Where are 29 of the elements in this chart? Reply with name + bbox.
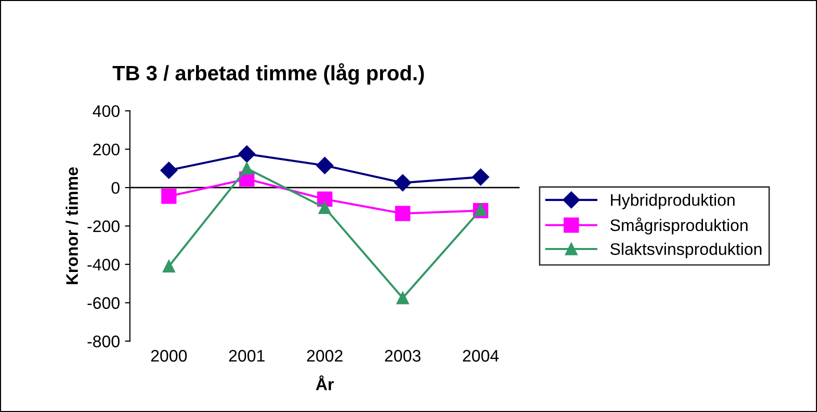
legend-label: Smågrisproduktion <box>610 218 748 234</box>
y-tick-label: 400 <box>92 105 120 118</box>
y-tick-label: -800 <box>88 336 120 348</box>
chart-title: TB 3 / arbetad timme (låg prod.) <box>112 63 424 85</box>
point <box>316 156 334 174</box>
legend-label: Slaktsvinsproduktion <box>610 242 762 258</box>
y-tick-label: 0 <box>112 182 120 194</box>
y-tick-label: 200 <box>93 144 120 156</box>
point <box>318 202 332 214</box>
x-tick-label: 2000 <box>151 350 187 362</box>
x-axis-title: År <box>316 375 334 390</box>
point <box>396 292 409 304</box>
point <box>472 168 490 186</box>
legend-label: Hybridproduktion <box>611 194 735 210</box>
y-tick-label: -400 <box>88 258 120 271</box>
x-tick-label: 2002 <box>307 350 342 362</box>
y-axis-title: Kronor / timme <box>66 167 78 284</box>
point <box>160 162 178 179</box>
point <box>395 206 410 222</box>
x-tick-label: 2003 <box>385 350 421 362</box>
y-tick-label: -600 <box>88 297 120 309</box>
point <box>238 145 256 163</box>
x-tick-label: 2004 <box>462 350 499 362</box>
y-tick-label: -200 <box>88 220 120 232</box>
point <box>394 174 412 192</box>
point <box>162 260 176 273</box>
point <box>161 188 177 204</box>
x-tick-label: 2001 <box>229 350 265 362</box>
point <box>240 162 254 175</box>
